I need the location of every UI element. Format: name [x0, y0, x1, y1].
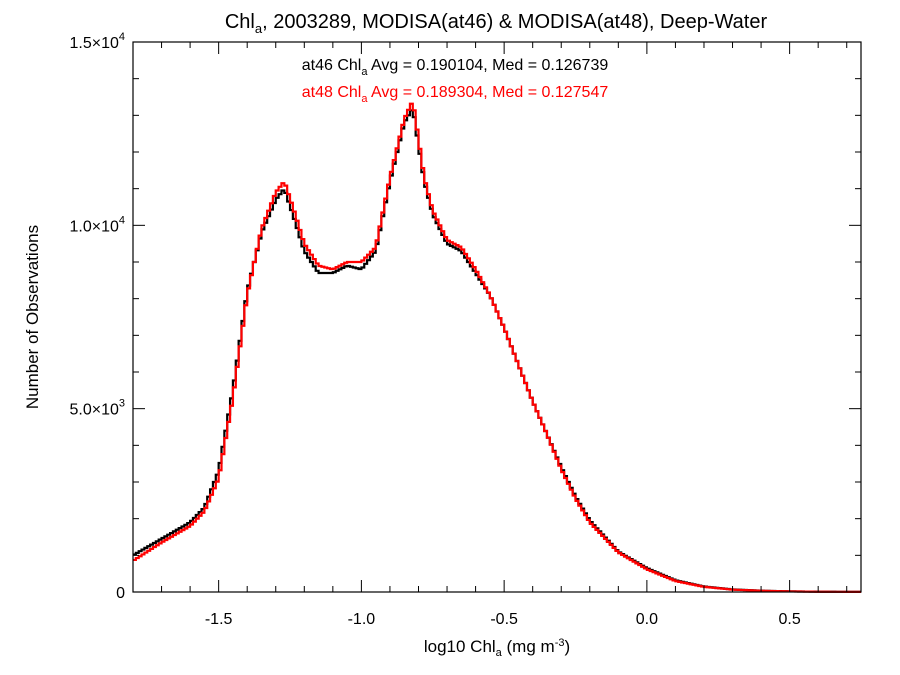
annotation-prefix: at46 Chl: [302, 57, 362, 74]
series-at48-line: [133, 102, 861, 593]
annotations: at46 Chla Avg = 0.190104, Med = 0.126739…: [302, 57, 609, 105]
x-tick-label: 0.5: [779, 611, 801, 628]
title-subscript: a: [255, 21, 263, 36]
y-tick-exponent: 4: [119, 214, 125, 226]
y-tick-label: 0: [116, 585, 125, 602]
x-tick-label: -0.5: [490, 611, 518, 628]
xlabel-subscript: a: [496, 647, 503, 659]
y-tick-mantissa: 1.0×10: [69, 218, 118, 235]
y-tick-label: 5.0×103: [69, 398, 125, 419]
x-tick-label: -1.0: [348, 611, 376, 628]
y-tick-label: 1.5×104: [69, 31, 125, 52]
xlabel-prefix: log10 Chl: [424, 637, 496, 656]
plot-frame: [132, 41, 862, 593]
annotation-line-2: at48 Chla Avg = 0.189304, Med = 0.127547: [302, 84, 609, 105]
annotation-rest: Avg = 0.190104, Med = 0.126739: [367, 57, 608, 74]
title-prefix: Chl: [225, 11, 255, 33]
series-layer: [133, 102, 861, 593]
x-axis-label: log10 Chla (mg m-3): [424, 637, 570, 659]
annotation-subscript: a: [361, 93, 368, 105]
chart-title: Chla, 2003289, MODISA(at46) & MODISA(at4…: [225, 11, 768, 36]
y-tick-mantissa: 5.0×10: [69, 402, 118, 419]
y-tick-mantissa: 1.5×10: [69, 35, 118, 52]
xlabel-suffix: ): [564, 637, 570, 656]
x-tick-label: -1.5: [205, 611, 233, 628]
annotation-line-1: at46 Chla Avg = 0.190104, Med = 0.126739: [302, 57, 609, 78]
annotation-rest: Avg = 0.189304, Med = 0.127547: [367, 84, 608, 101]
xlabel-superscript: -3: [555, 637, 565, 649]
x-tick-label: 0.0: [636, 611, 658, 628]
y-tick-label: 1.0×104: [69, 214, 125, 235]
y-tick-exponent: 3: [119, 398, 125, 410]
y-axis-label: Number of Observations: [23, 225, 42, 409]
y-tick-exponent: 4: [119, 31, 125, 43]
title-rest: , 2003289, MODISA(at46) & MODISA(at48), …: [262, 11, 767, 33]
y-tick-mantissa: 0: [116, 585, 125, 602]
annotation-subscript: a: [361, 66, 368, 78]
annotation-prefix: at48 Chl: [302, 84, 362, 101]
xlabel-mid: (mg m: [502, 637, 555, 656]
